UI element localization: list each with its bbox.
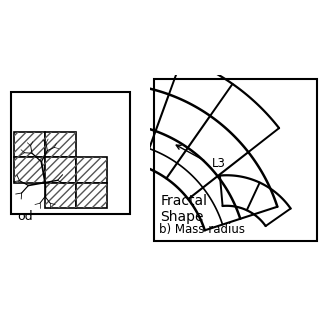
Bar [45,157,76,182]
Bar [76,182,107,208]
Bar [45,132,76,157]
Text: Fractal
Shape: Fractal Shape [161,194,208,224]
Bar [14,157,45,182]
Bar [76,157,107,182]
Text: od: od [17,210,33,223]
Bar [14,157,45,182]
Bar [11,92,130,213]
Bar [14,132,45,157]
Text: L3: L3 [212,157,225,170]
Bar [45,157,76,182]
Bar [76,182,107,208]
Bar [45,132,76,157]
Bar [45,182,76,208]
Text: b) Mass radius: b) Mass radius [159,223,245,236]
Bar [14,132,45,157]
Bar [76,157,107,182]
Bar [45,182,76,208]
